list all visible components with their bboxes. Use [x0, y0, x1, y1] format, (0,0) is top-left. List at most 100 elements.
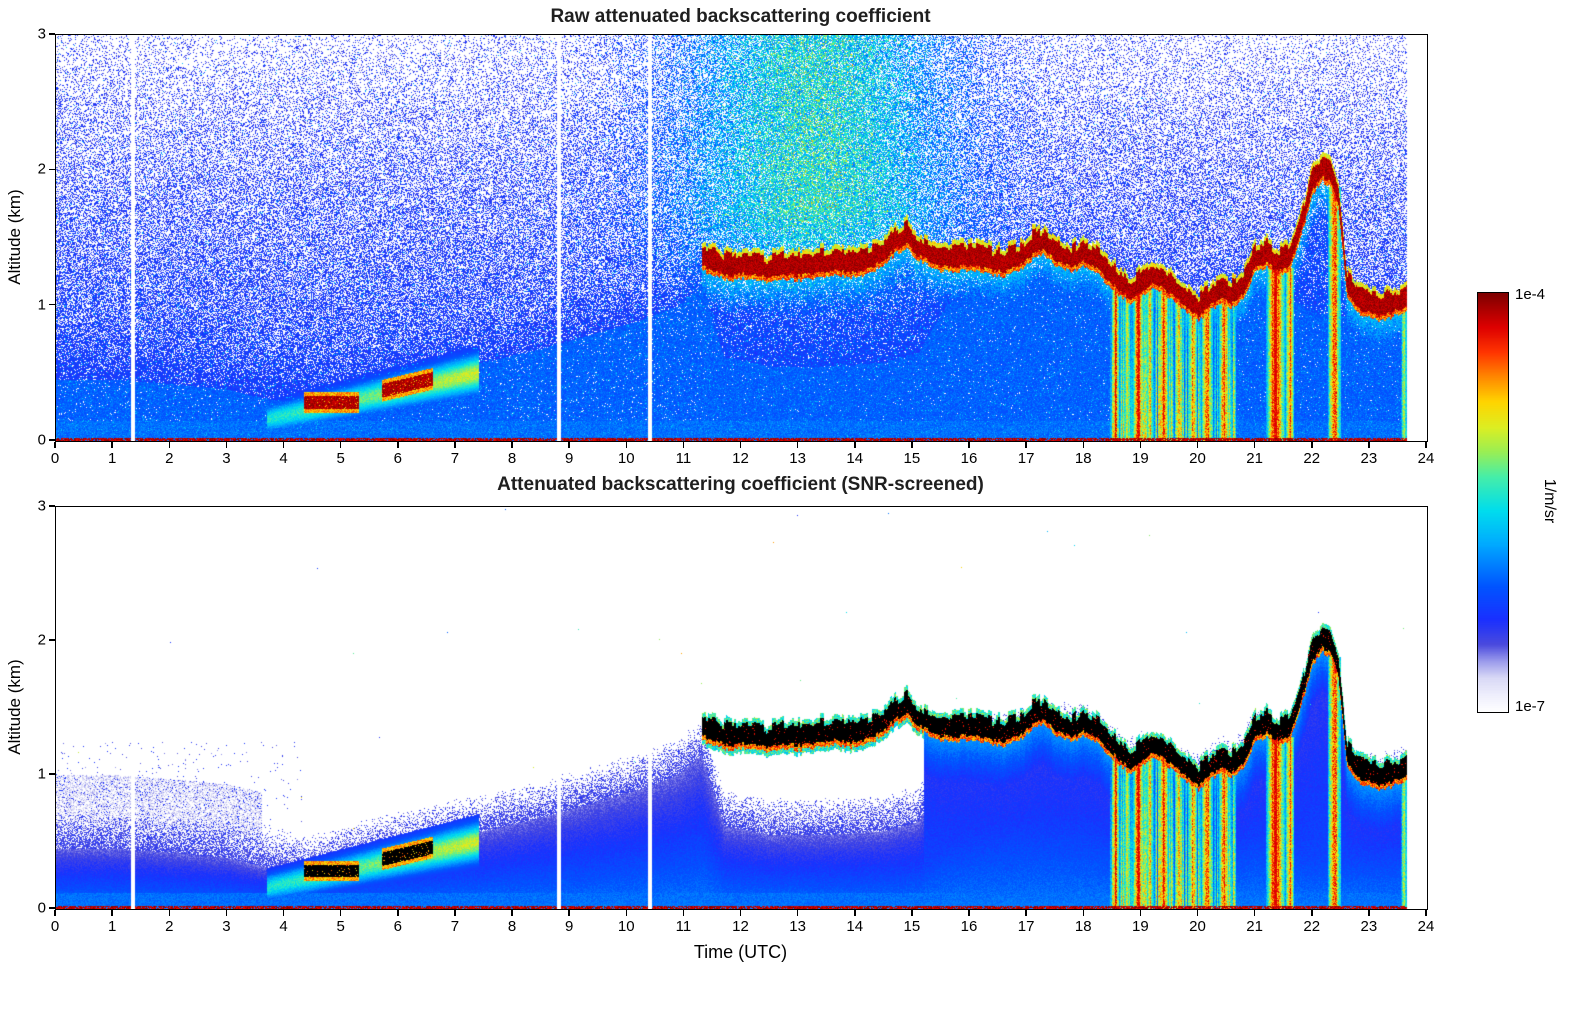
x-tick-label: 2 — [165, 450, 174, 467]
x-tick-mark — [454, 441, 456, 448]
y-tick-label: 1 — [37, 765, 46, 783]
x-tick-label: 9 — [564, 450, 574, 467]
panel-title-raw: Raw attenuated backscattering coefficien… — [550, 6, 931, 27]
x-tick-label: 4 — [279, 450, 288, 467]
x-tick-mark — [339, 441, 342, 448]
x-tick-label: 11 — [675, 450, 692, 467]
x-tick-mark — [1082, 441, 1084, 448]
x-tick-mark — [796, 909, 799, 916]
x-tick-label: 19 — [1132, 450, 1149, 467]
x-tick-label: 18 — [1074, 450, 1092, 467]
y-tick-mark — [49, 33, 55, 35]
x-tick-label: 14 — [846, 450, 864, 467]
x-tick-mark — [54, 441, 56, 448]
y-tick-mark — [49, 505, 55, 507]
x-tick-label: 17 — [1017, 450, 1035, 467]
x-tick-label: 0 — [50, 918, 60, 935]
x-tick-mark — [168, 909, 170, 916]
x-tick-mark — [854, 441, 856, 448]
x-tick-mark — [111, 909, 113, 916]
x-tick-label: 16 — [960, 450, 978, 467]
x-tick-mark — [911, 909, 913, 916]
x-tick-mark — [511, 441, 513, 448]
panel-title-screened: Attenuated backscattering coefficient (S… — [497, 474, 984, 495]
x-tick-mark — [1253, 909, 1256, 916]
x-tick-mark — [1139, 441, 1142, 448]
heatmap-screened-canvas — [56, 507, 1427, 909]
x-tick-mark — [1311, 441, 1313, 448]
y-tick-mark — [49, 773, 55, 775]
x-tick-label: 16 — [960, 918, 978, 935]
y-tick-label: 2 — [37, 160, 46, 178]
x-tick-mark — [454, 909, 456, 916]
x-tick-mark — [111, 441, 113, 448]
x-tick-mark — [54, 909, 56, 916]
x-tick-label: 18 — [1074, 918, 1092, 935]
x-tick-mark — [968, 909, 970, 916]
y-tick-mark — [49, 168, 55, 171]
x-tick-mark — [339, 909, 342, 916]
x-tick-mark — [796, 441, 799, 448]
x-tick-label: 6 — [393, 918, 402, 935]
x-tick-mark — [682, 441, 685, 448]
x-tick-label: 7 — [450, 918, 460, 935]
x-tick-mark — [1311, 909, 1313, 916]
x-tick-mark — [511, 909, 513, 916]
x-tick-label: 19 — [1132, 918, 1149, 935]
x-tick-label: 2 — [165, 918, 174, 935]
x-tick-mark — [854, 909, 856, 916]
x-tick-mark — [1196, 441, 1199, 448]
x-tick-label: 4 — [279, 918, 288, 935]
x-axis-label: Time (UTC) — [693, 942, 788, 962]
x-tick-label: 10 — [617, 450, 635, 467]
plot-area-raw — [55, 34, 1428, 442]
colorbar — [1477, 292, 1509, 713]
y-tick-label: 0 — [37, 431, 46, 449]
x-tick-label: 1 — [107, 450, 117, 467]
x-tick-mark — [739, 441, 742, 448]
x-tick-label: 0 — [50, 450, 60, 467]
x-tick-label: 10 — [617, 918, 635, 935]
x-tick-mark — [168, 441, 170, 448]
y-axis-label-raw: Altitude (km) — [5, 189, 24, 285]
x-tick-mark — [1139, 909, 1142, 916]
x-tick-label: 1 — [107, 918, 117, 935]
x-tick-mark — [625, 441, 627, 448]
x-tick-mark — [1425, 441, 1427, 448]
y-tick-label: 1 — [37, 296, 46, 314]
x-tick-label: 7 — [450, 450, 460, 467]
x-tick-label: 20 — [1189, 918, 1206, 935]
x-tick-mark — [1196, 909, 1199, 916]
x-tick-mark — [1025, 441, 1027, 448]
x-tick-mark — [1368, 441, 1370, 448]
x-tick-mark — [568, 441, 570, 448]
x-tick-mark — [625, 909, 627, 916]
x-tick-label: 20 — [1189, 450, 1206, 467]
x-tick-label: 9 — [564, 918, 574, 935]
x-tick-label: 8 — [507, 450, 517, 467]
y-tick-mark — [49, 907, 55, 909]
x-tick-label: 23 — [1360, 918, 1378, 935]
x-tick-label: 14 — [846, 918, 864, 935]
y-tick-mark — [49, 639, 55, 641]
x-tick-label: 21 — [1246, 918, 1263, 935]
x-tick-mark — [1425, 909, 1427, 916]
x-tick-label: 15 — [903, 918, 921, 935]
y-tick-mark — [49, 303, 55, 306]
x-tick-mark — [225, 909, 228, 916]
y-tick-mark — [49, 439, 55, 441]
x-tick-label: 22 — [1303, 918, 1321, 935]
y-tick-label: 3 — [37, 497, 46, 515]
y-axis-label-screened: Altitude (km) — [5, 659, 24, 755]
x-tick-label: 8 — [507, 918, 517, 935]
x-tick-label: 23 — [1360, 450, 1378, 467]
x-tick-mark — [397, 909, 399, 916]
colorbar-gradient — [1478, 293, 1508, 712]
x-tick-label: 6 — [393, 450, 402, 467]
x-tick-label: 5 — [336, 450, 345, 467]
x-tick-label: 24 — [1417, 450, 1435, 467]
colorbar-min-label: 1e-7 — [1515, 698, 1546, 715]
x-tick-mark — [1253, 441, 1256, 448]
x-tick-mark — [1025, 909, 1027, 916]
x-tick-mark — [1368, 909, 1370, 916]
